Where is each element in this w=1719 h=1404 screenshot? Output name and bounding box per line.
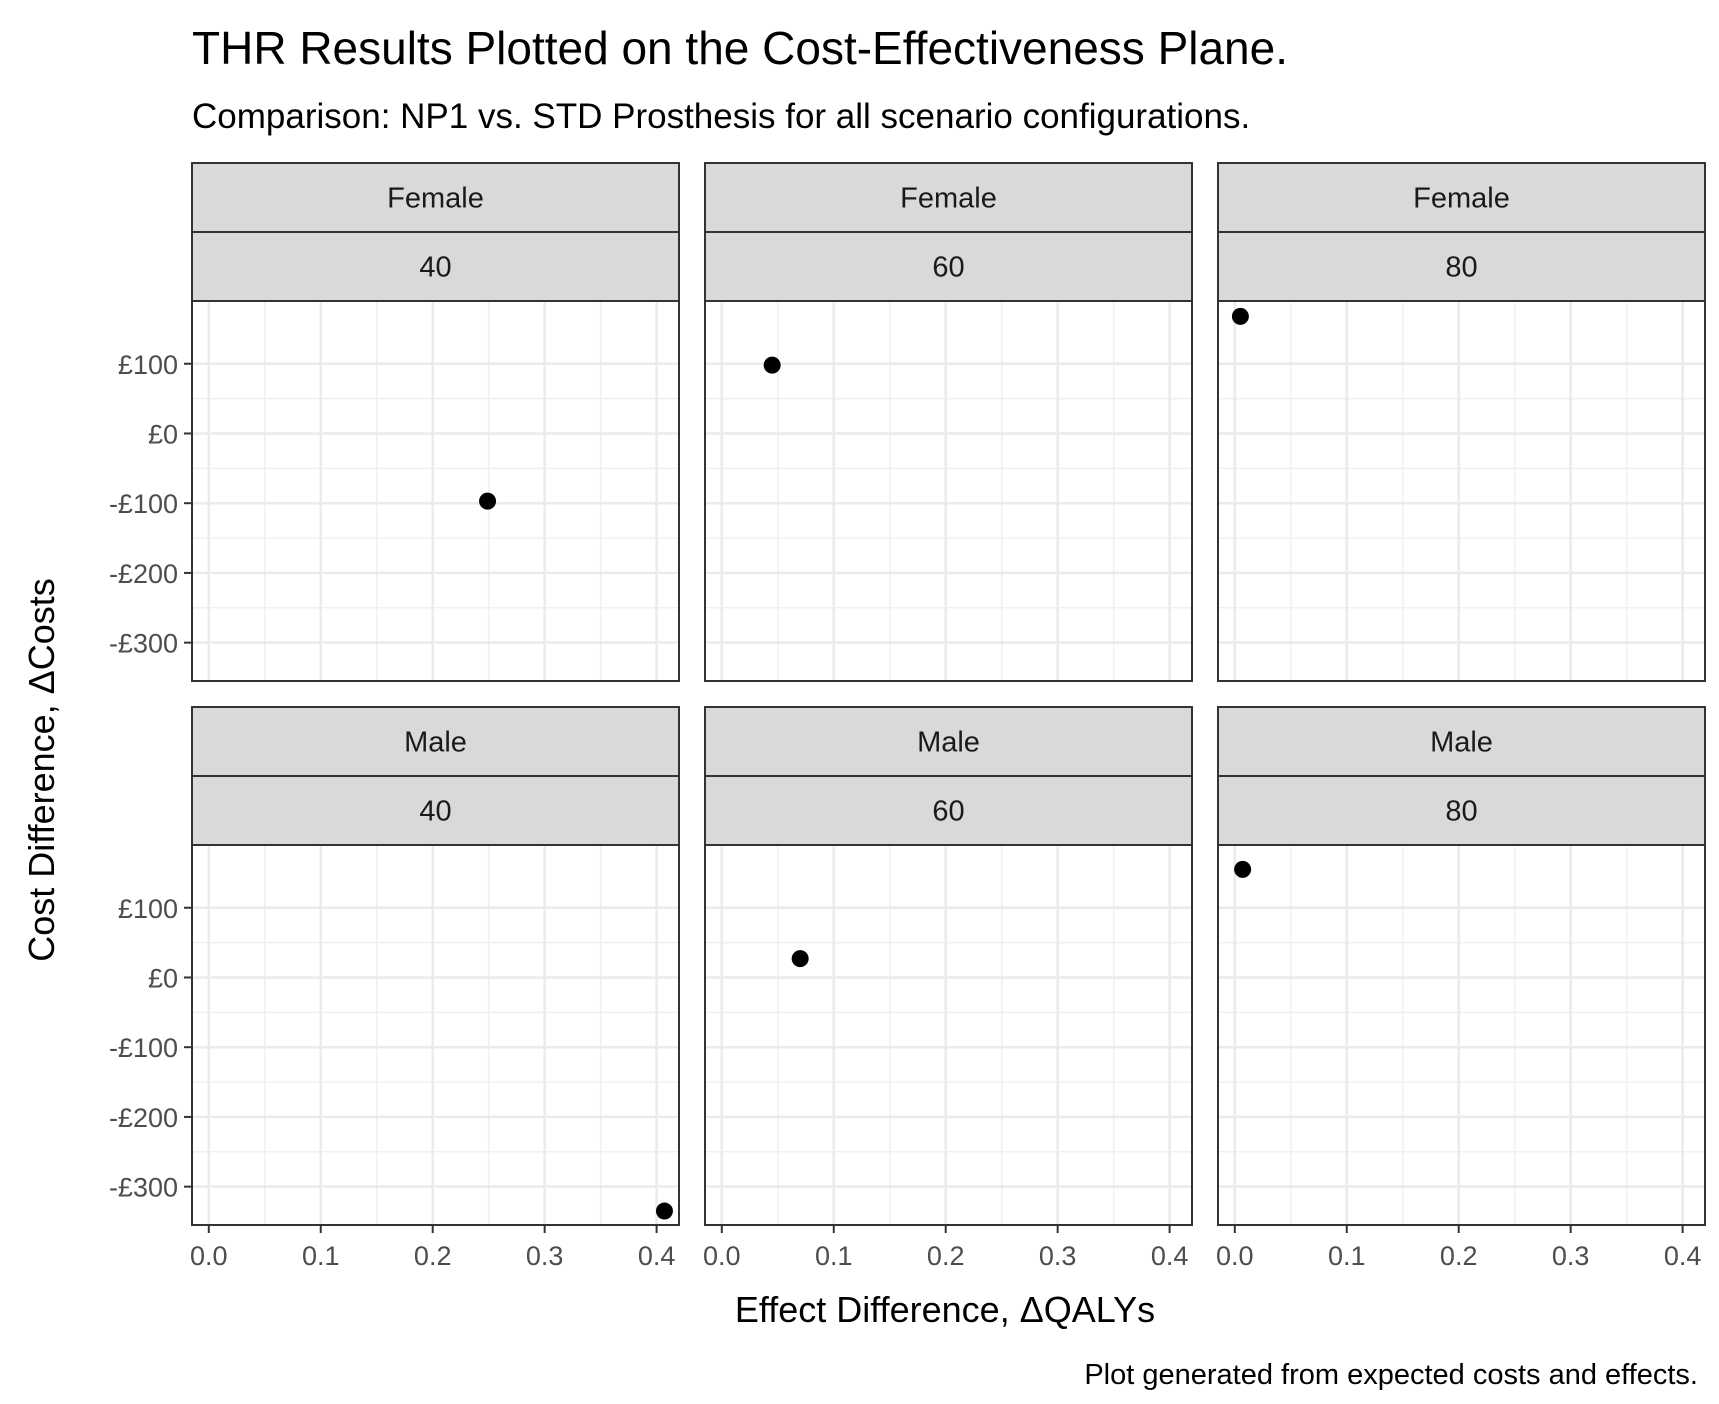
x-tick-label: 0.0	[703, 1241, 741, 1271]
facet-strip	[191, 775, 680, 846]
x-axis-title: Effect Difference, ΔQALYs	[735, 1289, 1155, 1330]
facet-strip	[1217, 706, 1706, 777]
y-tick-label: -£200	[109, 559, 178, 589]
panel-border	[1217, 300, 1706, 682]
facet-panels: Female40£100£0-£100-£200-£300Female60Fem…	[109, 162, 1706, 1271]
facet-strip	[704, 706, 1193, 777]
facet-panel: Female 80	[1217, 162, 1706, 682]
facet-strip	[1217, 775, 1706, 846]
x-tick-label: 0.2	[1440, 1241, 1478, 1271]
facet-strip-label-sex: Male	[404, 727, 467, 759]
data-point	[1234, 860, 1252, 878]
chart-subtitle: Comparison: NP1 vs. STD Prosthesis for a…	[192, 97, 1250, 136]
x-tick-label: 0.1	[815, 1241, 853, 1271]
data-point	[479, 492, 497, 510]
x-tick-label: 0.0	[190, 1241, 228, 1271]
chart-caption: Plot generated from expected costs and e…	[1084, 1359, 1698, 1391]
facet-strip-label-sex: Female	[900, 183, 997, 215]
facet-strip-label-age: 60	[932, 796, 964, 828]
panel-border	[191, 844, 680, 1226]
panel-border	[704, 300, 1193, 682]
y-tick-label: £0	[148, 419, 178, 449]
y-tick-label: -£100	[109, 1033, 178, 1063]
x-tick-label: 0.1	[302, 1241, 340, 1271]
facet-strip-label-age: 80	[1445, 796, 1477, 828]
facet-strip	[1217, 162, 1706, 233]
facet-strip-label-sex: Male	[917, 727, 980, 759]
facet-strip-label-sex: Female	[387, 183, 484, 215]
facet-panel: Male 80 0.0 0.1 0.2 0.3 0.4	[1216, 706, 1706, 1271]
x-tick-label: 0.3	[1552, 1241, 1590, 1271]
panel-border	[191, 300, 680, 682]
facet-strip	[1217, 231, 1706, 302]
facet-strip-label-age: 80	[1445, 252, 1477, 284]
panel-border	[704, 844, 1193, 1226]
facet-strip	[704, 775, 1193, 846]
facet-panel: Female 60	[704, 162, 1193, 682]
facet-strip-label-age: 40	[419, 252, 451, 284]
y-tick-label: -£200	[109, 1103, 178, 1133]
x-tick-label: 0.4	[638, 1241, 676, 1271]
facet-strip	[191, 231, 680, 302]
facet-strip-label-sex: Male	[1430, 727, 1493, 759]
facet-strip	[191, 162, 680, 233]
facet-strip	[704, 231, 1193, 302]
facet-panel: Male 40 £100 £0 -£100 -£200 -£300 0.0 0.1 0.2 0.3 0…	[109, 706, 680, 1271]
x-tick-label: 0.0	[1216, 1241, 1254, 1271]
y-tick-label: £0	[148, 963, 178, 993]
facet-strip-label-sex: Female	[1413, 183, 1510, 215]
x-tick-label: 0.3	[526, 1241, 564, 1271]
data-point	[655, 1202, 673, 1220]
y-tick-label: £100	[118, 894, 178, 924]
y-tick-label: -£300	[109, 629, 178, 659]
y-axis-title: Cost Difference, ΔCosts	[21, 578, 62, 962]
facet-strip-label-age: 60	[932, 252, 964, 284]
facet-panel: Male 60 0.0 0.1 0.2 0.3 0.4	[703, 706, 1193, 1271]
facet-panel: Female 40 £100 £0 -£100 -£200 -£300	[109, 162, 680, 682]
facet-strip-label-age: 40	[419, 796, 451, 828]
x-tick-label: 0.2	[927, 1241, 965, 1271]
y-tick-label: £100	[118, 350, 178, 380]
facet-strip	[704, 162, 1193, 233]
data-point	[791, 950, 809, 968]
x-tick-label: 0.1	[1328, 1241, 1366, 1271]
data-point	[1231, 307, 1249, 325]
panel-border	[1217, 844, 1706, 1226]
y-tick-label: -£300	[109, 1173, 178, 1203]
x-tick-label: 0.2	[414, 1241, 452, 1271]
y-tick-label: -£100	[109, 489, 178, 519]
x-tick-label: 0.4	[1151, 1241, 1189, 1271]
data-point	[763, 356, 781, 374]
chart-title: THR Results Plotted on the Cost-Effectiv…	[192, 22, 1288, 74]
x-tick-label: 0.3	[1039, 1241, 1077, 1271]
x-tick-label: 0.4	[1664, 1241, 1702, 1271]
